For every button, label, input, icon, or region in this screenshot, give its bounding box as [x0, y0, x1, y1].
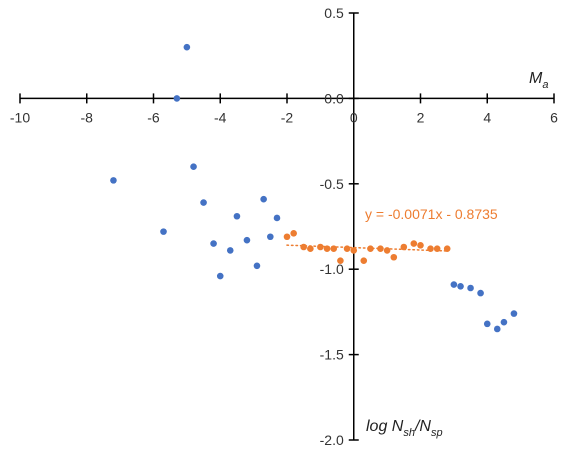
orange-data-point	[323, 245, 331, 253]
blue-data-point	[467, 284, 474, 292]
y-tick-label: -1.5	[320, 347, 344, 363]
orange-data-point	[400, 243, 408, 251]
blue-data-point	[160, 228, 167, 235]
orange-data-point	[383, 247, 391, 254]
blue-data-point	[253, 262, 261, 270]
x-axis-ticks: -10 -8 -6 -4 -2 0 2 4 6	[10, 93, 558, 125]
orange-data-point	[443, 245, 451, 253]
blue-data-point	[233, 212, 241, 220]
x-tick-label: -2	[281, 109, 294, 125]
x-tick-label: -4	[214, 109, 227, 125]
orange-data-point	[330, 245, 338, 253]
blue-data-point	[210, 240, 217, 247]
blue-data-point	[260, 195, 267, 203]
blue-data-point	[190, 163, 197, 171]
blue-data-point	[483, 320, 491, 328]
orange-data-point	[367, 245, 374, 253]
orange-data-point	[300, 243, 307, 251]
x-tick-label: 6	[550, 109, 558, 125]
orange-data-point	[360, 257, 368, 264]
blue-data-point	[173, 95, 181, 102]
orange-data-point	[410, 240, 418, 247]
blue-data-point	[110, 177, 117, 184]
blue-data-point	[493, 325, 501, 333]
orange-data-point	[317, 243, 324, 251]
blue-data-point	[226, 247, 234, 254]
orange-data-point	[427, 245, 434, 253]
orange-data-point	[290, 230, 297, 237]
y-tick-label: -1.0	[320, 261, 344, 277]
orange-data-point	[377, 245, 384, 253]
blue-data-point	[477, 289, 484, 297]
blue-data-point	[216, 272, 224, 280]
y-tick-label: -0.5	[320, 176, 344, 192]
orange-data-point	[433, 245, 441, 253]
x-tick-label: -10	[10, 109, 30, 125]
blue-data-point	[200, 199, 207, 206]
blue-data-point	[510, 310, 518, 317]
orange-data-point	[307, 245, 314, 253]
x-tick-label: 4	[483, 109, 491, 125]
orange-data-point	[350, 247, 358, 254]
blue-data-point	[267, 233, 274, 241]
blue-data-point	[450, 281, 458, 288]
trendline	[286, 244, 448, 252]
x-tick-label: 2	[417, 109, 425, 125]
x-tick-label: -8	[81, 109, 94, 125]
y-tick-label: -2.0	[320, 432, 344, 448]
orange-data-point	[283, 233, 291, 241]
data-points	[110, 43, 518, 333]
y-axis-ticks: 0.5 0.0 -0.5 -1.0 -1.5 -2.0	[320, 5, 359, 448]
blue-data-point	[183, 43, 191, 51]
x-axis-title: Ma	[529, 70, 548, 91]
orange-data-point	[343, 245, 351, 253]
orange-data-point	[337, 257, 344, 264]
blue-data-point	[273, 214, 281, 222]
y-tick-label: 0.0	[324, 90, 344, 106]
y-axis-title: log Nsh/Nsp	[366, 418, 443, 439]
x-tick-label: 0	[350, 109, 358, 125]
blue-data-point	[243, 236, 251, 244]
trendline-equation: y = -0.0071x - 0.8735	[365, 206, 498, 222]
orange-data-point	[390, 253, 398, 261]
blue-data-point	[500, 318, 508, 326]
x-tick-label: -6	[147, 109, 160, 125]
y-tick-label: 0.5	[324, 5, 344, 21]
blue-data-point	[457, 282, 464, 290]
orange-data-point	[417, 241, 424, 249]
